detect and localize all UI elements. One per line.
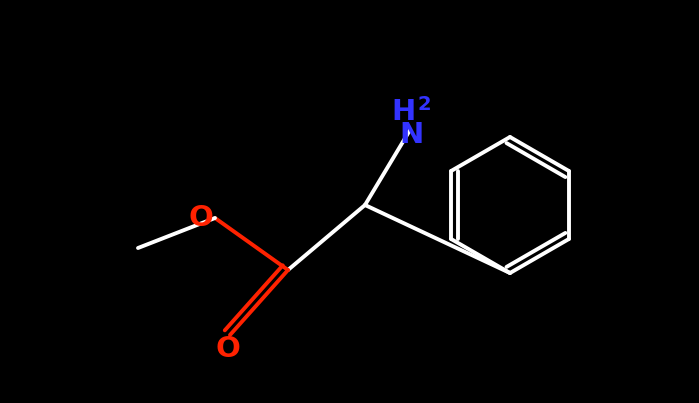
Text: O: O [189, 204, 213, 232]
Text: N: N [400, 121, 424, 149]
Text: H: H [392, 98, 416, 126]
Text: O: O [215, 335, 240, 363]
Text: 2: 2 [417, 94, 431, 114]
